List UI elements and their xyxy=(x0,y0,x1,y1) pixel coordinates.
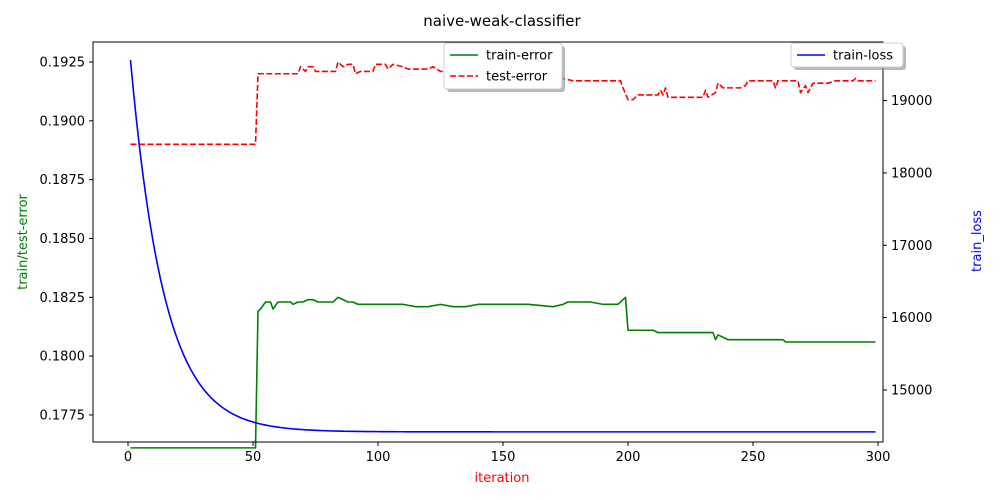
plot-area xyxy=(129,60,876,449)
chart-title: naive-weak-classifier xyxy=(423,12,581,30)
y-left-tick-label: 0.1900 xyxy=(40,114,86,129)
y-axis-right: 15000 16000 17000 18000 19000 xyxy=(883,94,932,398)
y-right-tick-label: 16000 xyxy=(891,311,932,326)
legend-label-train-error: train-error xyxy=(486,49,553,64)
x-tick-label: 200 xyxy=(616,450,641,465)
y-right-tick-label: 19000 xyxy=(891,94,932,109)
plot-frame xyxy=(92,41,884,443)
x-tick-label: 250 xyxy=(741,450,766,465)
y-left-tick-label: 0.1925 xyxy=(40,56,86,71)
x-axis-label: iteration xyxy=(475,471,530,486)
y-right-tick-label: 15000 xyxy=(891,383,932,398)
y-right-tick-label: 17000 xyxy=(891,239,932,254)
x-axis: 0 50 100 150 200 250 300 xyxy=(124,442,891,465)
y-axis-left: 0.1775 0.1800 0.1825 0.1850 0.1875 0.1900 0.19… xyxy=(40,56,93,423)
y-axis-left-label: train/test-error xyxy=(16,193,31,289)
legend-label-train-loss: train-loss xyxy=(833,49,893,64)
legend-box xyxy=(790,42,904,68)
legend-label-test-error: test-error xyxy=(486,70,548,85)
y-left-tick-label: 0.1800 xyxy=(40,350,86,365)
x-tick-label: 50 xyxy=(245,450,262,465)
x-tick-label: 0 xyxy=(124,450,132,465)
y-right-tick-label: 18000 xyxy=(891,166,932,181)
legends: train-error test-error train-loss xyxy=(443,42,906,92)
train-loss-line xyxy=(129,60,876,433)
y-left-tick-label: 0.1875 xyxy=(40,173,86,188)
train-error-line xyxy=(130,296,876,449)
y-left-tick-label: 0.1825 xyxy=(40,291,86,306)
x-tick-label: 150 xyxy=(491,450,516,465)
legend-upper-right: train-loss xyxy=(790,42,906,70)
x-tick-label: 300 xyxy=(866,450,891,465)
y-left-tick-label: 0.1775 xyxy=(40,408,86,423)
x-tick-label: 100 xyxy=(366,450,391,465)
legend-upper-center: train-error test-error xyxy=(443,42,565,92)
y-axis-right-label: train_loss xyxy=(970,210,985,272)
test-error-line xyxy=(130,61,876,146)
y-left-tick-label: 0.1850 xyxy=(40,232,86,247)
